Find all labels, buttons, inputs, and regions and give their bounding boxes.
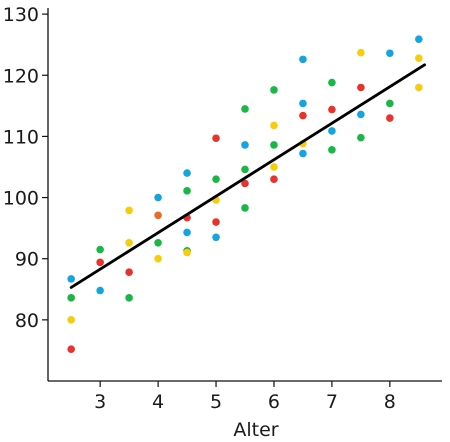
data-point-green	[125, 294, 133, 302]
data-point-blue	[299, 99, 307, 108]
data-point-yellow	[357, 48, 365, 57]
data-point-blue	[299, 149, 307, 158]
data-point-blue	[386, 49, 394, 58]
data-point-blue	[415, 35, 423, 43]
data-point-red	[241, 179, 249, 188]
data-point-red	[270, 175, 278, 184]
x-tick-label: 7	[326, 391, 338, 413]
data-point-green	[328, 146, 336, 154]
trend-line-group	[69, 63, 427, 289]
data-point-blue	[328, 127, 336, 135]
data-point-green	[386, 99, 394, 108]
axes	[47, 8, 442, 382]
data-point-red	[125, 268, 133, 276]
data-point-red	[96, 258, 104, 267]
data-point-blue	[183, 228, 191, 237]
data-point-red	[212, 218, 220, 226]
y-tick-label: 130	[3, 4, 39, 26]
data-point-yellow	[154, 254, 162, 263]
data-point-orange	[154, 211, 162, 220]
data-point-green	[270, 141, 278, 149]
x-tick-label: 6	[268, 391, 280, 413]
data-point-blue	[154, 193, 162, 202]
data-point-yellow	[67, 316, 75, 324]
data-point-yellow	[415, 54, 423, 62]
y-tick-label: 90	[15, 249, 39, 271]
data-point-blue	[96, 286, 104, 295]
y-tick-label: 80	[15, 310, 39, 332]
data-point-blue	[212, 233, 220, 242]
data-point-red	[212, 134, 220, 143]
data-point-green	[241, 204, 249, 212]
data-point-red	[357, 83, 365, 92]
data-point-green	[183, 187, 191, 195]
x-tick-label: 3	[94, 391, 106, 413]
x-axis-title: Alter	[233, 419, 278, 441]
data-point-blue	[299, 55, 307, 64]
data-point-green	[212, 175, 220, 184]
data-point-green	[67, 294, 75, 302]
y-tick-label: 100	[3, 188, 39, 210]
data-point-blue	[241, 141, 249, 149]
data-point-red	[67, 345, 75, 354]
data-point-yellow	[270, 163, 278, 171]
data-points	[67, 35, 423, 354]
data-point-green	[96, 245, 104, 254]
data-point-green	[357, 133, 365, 142]
x-tick-label: 5	[210, 391, 222, 413]
x-tick-label: 4	[152, 391, 164, 413]
data-point-yellow	[270, 121, 278, 130]
data-point-green	[241, 165, 249, 174]
data-point-green	[270, 86, 278, 94]
data-point-red	[386, 114, 394, 122]
data-point-green	[328, 78, 336, 87]
ticks: 80 90 100 110 120 130 3 4 5 6 7 8	[3, 4, 396, 413]
data-point-red	[328, 105, 336, 114]
data-point-yellow	[125, 206, 133, 215]
data-point-yellow	[125, 239, 133, 247]
data-point-blue	[183, 169, 191, 177]
y-tick-label: 120	[3, 65, 39, 87]
y-tick-label: 110	[3, 126, 39, 148]
data-point-green	[154, 239, 162, 247]
x-tick-label: 8	[384, 391, 396, 413]
trend-line	[69, 63, 427, 289]
data-point-green	[241, 105, 249, 113]
data-point-yellow	[415, 83, 423, 92]
data-point-blue	[67, 275, 75, 283]
data-point-yellow	[183, 248, 191, 257]
data-point-red	[299, 111, 307, 120]
data-point-blue	[357, 110, 365, 119]
